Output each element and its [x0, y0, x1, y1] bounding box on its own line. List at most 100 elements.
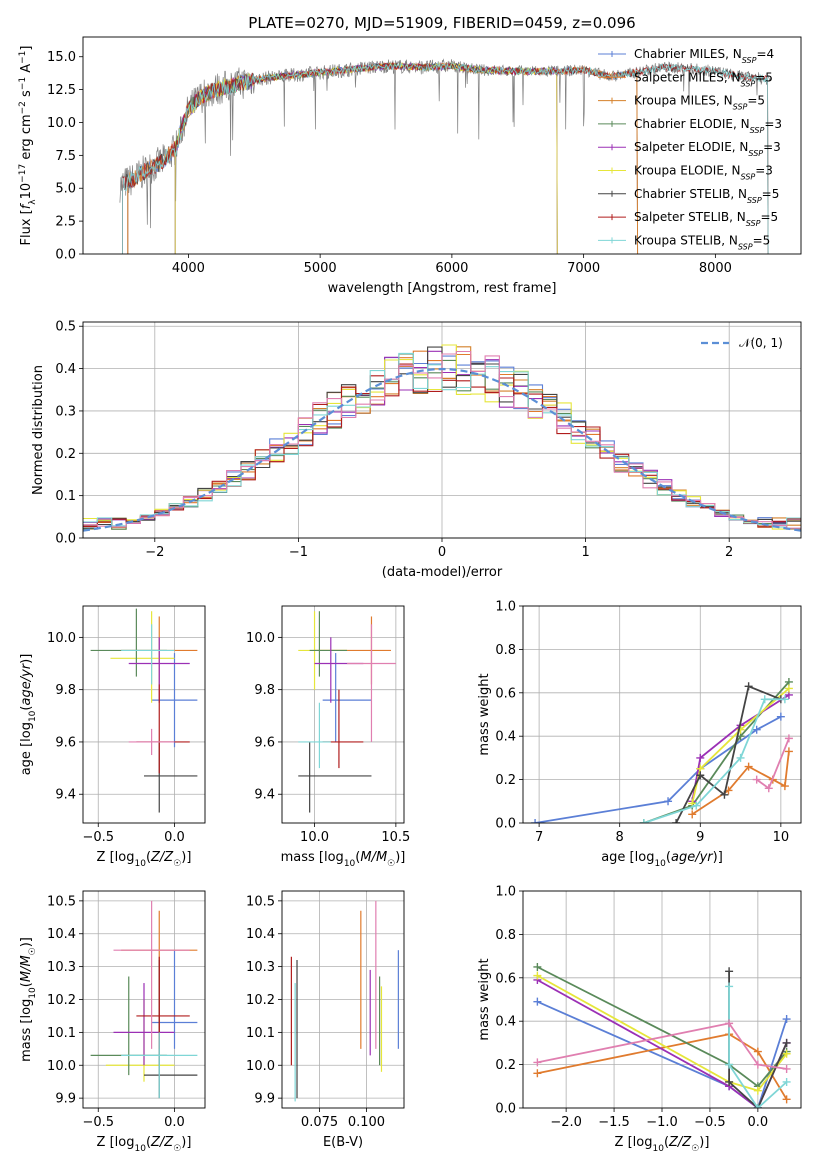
figure-title: PLATE=0270, MJD=51909, FIBERID=0459, z=0… [248, 14, 635, 32]
x-tick-label: 0 [438, 545, 446, 560]
y-tick-label: 0.0 [55, 532, 76, 547]
plus-marker [639, 819, 648, 823]
legend: Chabrier MILES, NSSP=4 Salpeter MILES, NS… [598, 47, 782, 251]
plus-marker [784, 734, 793, 743]
plus-marker [696, 771, 705, 780]
plot-area [531, 677, 793, 823]
plus-marker [784, 747, 793, 756]
axes-frame [281, 605, 405, 824]
y-tick-label: 2.5 [55, 215, 76, 230]
plus-marker [782, 1064, 791, 1073]
plus-marker [752, 775, 761, 784]
x-tick-label: 7 [535, 830, 543, 845]
errorbar-point [136, 684, 190, 774]
chart-age-vs-Z: −0.5 0.0 9.4 9.6 9.8 10.0 Z [log10(Z/Z☉)] age [… [19, 605, 206, 869]
plus-marker [533, 962, 542, 971]
plus-marker [782, 1049, 791, 1058]
y-tick-label: 0.4 [55, 362, 76, 377]
y-axis-label: Flux [fλ10−17 erg cm−2 s−1 A−1] [18, 46, 38, 246]
axes-frame [82, 605, 206, 824]
legend-entry: 𝒩(0, 1) [739, 336, 783, 350]
errorbar-point [151, 653, 198, 748]
x-tick-label: 0.0 [164, 1115, 185, 1130]
y-tick-label: 0.0 [55, 248, 76, 263]
x-tick-label: 8 [616, 830, 624, 845]
x-tick-label: −1.5 [598, 1115, 630, 1130]
y-tick-label: 10.2 [47, 993, 76, 1008]
errorbar-point [90, 608, 167, 677]
x-tick-label: 0.100 [348, 1115, 385, 1130]
y-tick-label: 0.0 [495, 1102, 516, 1117]
x-axis-label: wavelength [Angstrom, rest frame] [328, 281, 557, 296]
errorbar-point [298, 741, 372, 813]
spectrum-model-line [122, 61, 769, 254]
chart-massweight-vs-age: 7 8 9 10 0.0 0.2 0.4 0.6 0.8 1.0 age [log10(age/yr… [477, 600, 802, 869]
x-tick-label: −0.5 [82, 1115, 114, 1130]
plot-area [90, 608, 198, 813]
x-tick-label: 1 [581, 545, 589, 560]
plot-area [90, 900, 198, 1099]
y-axis-label: mass [log10(M/M☉)] [19, 937, 38, 1062]
plus-marker [753, 1086, 762, 1095]
plus-marker [736, 725, 745, 734]
plus-marker [725, 1019, 734, 1028]
legend-entry: Kroupa MILES, NSSP=5 [634, 94, 765, 112]
y-tick-label: 10.4 [246, 927, 275, 942]
legend-entry: Chabrier MILES, NSSP=4 [634, 47, 774, 65]
y-tick-label: 0.8 [495, 928, 516, 943]
y-tick-label: 0.4 [495, 1015, 516, 1030]
plus-marker [764, 784, 773, 793]
plus-marker [744, 682, 753, 691]
errorbar-point [128, 728, 175, 756]
x-tick-label: −1.0 [646, 1115, 678, 1130]
errorbar-point [322, 689, 364, 769]
plus-marker [780, 695, 789, 704]
y-tick-label: 0.6 [495, 971, 516, 986]
errorbar-point [113, 900, 190, 1049]
plus-marker [688, 810, 697, 819]
legend-entry: Kroupa ELODIE, NSSP=3 [634, 164, 773, 182]
x-tick-label: −1 [289, 545, 308, 560]
x-tick-label: 0.0 [748, 1115, 769, 1130]
x-tick-label: 10.0 [300, 830, 329, 845]
x-tick-label: −0.5 [82, 830, 114, 845]
plot-area [298, 611, 396, 813]
plus-marker [725, 982, 734, 991]
legend-entry: Salpeter ELODIE, NSSP=3 [634, 140, 781, 158]
y-tick-label: 9.4 [254, 788, 275, 803]
plus-marker [752, 725, 761, 734]
y-tick-label: 10.3 [246, 960, 275, 975]
x-axis-label: Z [log10(Z/Z☉)] [97, 1135, 192, 1154]
axes-frame [82, 890, 206, 1109]
plus-marker [696, 753, 705, 762]
y-tick-label: 0.1 [55, 489, 76, 504]
y-tick-label: 10.0 [246, 631, 275, 646]
y-tick-label: 9.9 [55, 1092, 76, 1107]
y-tick-label: 9.4 [55, 788, 76, 803]
plot-area [533, 962, 791, 1108]
chart-mass-vs-Z: −0.5 0.0 9.9 10.0 10.1 10.2 10.3 10.4 10.5 Z [log… [19, 890, 206, 1154]
y-tick-label: 10.1 [47, 1026, 76, 1041]
x-tick-label: 4000 [172, 261, 205, 276]
y-tick-label: 0.5 [55, 320, 76, 335]
x-tick-label: 0.075 [301, 1115, 338, 1130]
y-axis-label: mass weight [477, 673, 492, 755]
plus-marker [782, 1038, 791, 1047]
plus-marker [780, 782, 789, 791]
axes-frame [522, 890, 802, 1109]
legend-entry: Chabrier STELIB, NSSP=5 [634, 187, 779, 205]
x-tick-label: 5000 [304, 261, 337, 276]
y-tick-label: 9.9 [254, 1092, 275, 1107]
errorbar-point [298, 702, 331, 769]
y-tick-label: 5.0 [55, 182, 76, 197]
spectrum-model-line [122, 62, 769, 254]
y-tick-label: 1.0 [495, 885, 516, 900]
plus-marker [753, 1060, 762, 1069]
x-tick-label: 0.0 [164, 830, 185, 845]
x-axis-label: mass [log10(M/M☉)] [281, 850, 406, 869]
plus-marker [664, 797, 673, 806]
errorbar-point [347, 624, 396, 742]
y-tick-label: 10.5 [47, 894, 76, 909]
y-tick-label: 12.5 [47, 83, 76, 98]
